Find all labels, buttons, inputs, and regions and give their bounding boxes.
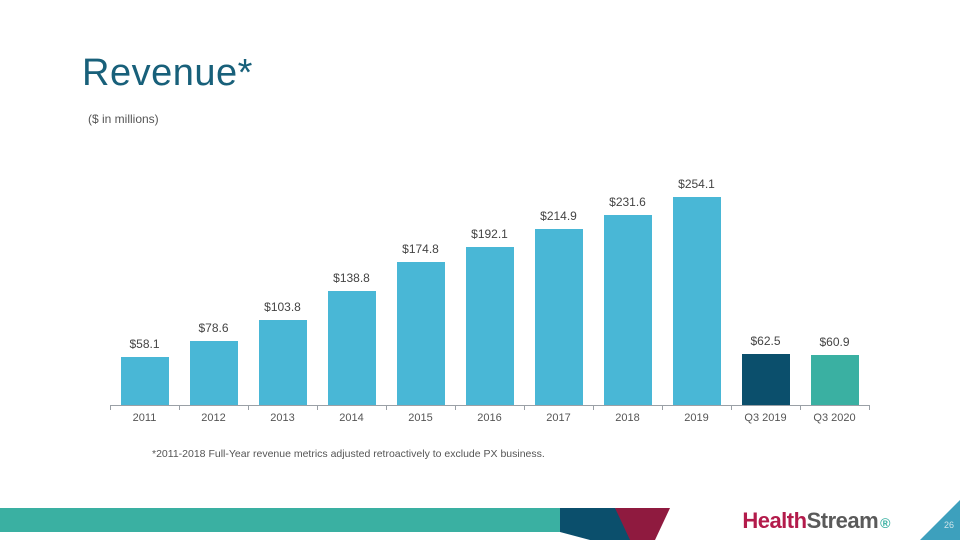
chart-title: Revenue* xyxy=(82,52,253,95)
bar-slot: $231.6 xyxy=(593,159,662,405)
x-category-label: 2011 xyxy=(133,412,157,424)
revenue-bar-chart: $58.1 $78.6 $103.8 $138.8 $174.8 $192.1 $214.9… xyxy=(110,160,870,430)
logo-registered: ® xyxy=(878,515,890,531)
x-category-label: 2015 xyxy=(408,412,432,424)
bar xyxy=(190,341,238,405)
bar-value-label: $58.1 xyxy=(129,337,159,351)
x-category-label: Q3 2019 xyxy=(744,412,786,424)
bar-value-label: $174.8 xyxy=(402,242,439,256)
bar-slot: $214.9 xyxy=(524,159,593,405)
bar-slot: $254.1 xyxy=(662,159,731,405)
bar-slot: $174.8 xyxy=(386,159,455,405)
page-number: 26 xyxy=(944,520,954,530)
bar-slot: $60.9 xyxy=(800,159,869,405)
bar-value-label: $231.6 xyxy=(609,195,646,209)
bar xyxy=(259,320,307,405)
bar-slot: $58.1 xyxy=(110,159,179,405)
chart-subtitle: ($ in millions) xyxy=(88,112,159,126)
bar-slot: $192.1 xyxy=(455,159,524,405)
chart-x-axis: 2011 2012 2013 2014 2015 2016 2017 2018 2019 Q3 2… xyxy=(110,406,870,430)
bar-slot: $138.8 xyxy=(317,159,386,405)
bar-slot: $78.6 xyxy=(179,159,248,405)
x-category-label: 2018 xyxy=(615,412,639,424)
bar xyxy=(811,355,859,405)
slide: Revenue* ($ in millions) $58.1 $78.6 $103.… xyxy=(0,0,960,540)
healthstream-logo: HealthStream® xyxy=(742,508,890,534)
chart-plot-area: $58.1 $78.6 $103.8 $138.8 $174.8 $192.1 $214.9… xyxy=(110,159,870,406)
bar xyxy=(673,197,721,405)
bar-value-label: $103.8 xyxy=(264,300,301,314)
footer-angle-decor xyxy=(560,500,700,540)
x-category-label: 2016 xyxy=(477,412,501,424)
bar-value-label: $138.8 xyxy=(333,271,370,285)
logo-part-1: Health xyxy=(742,508,806,533)
bar xyxy=(328,291,376,405)
slide-footer: HealthStream® 26 xyxy=(0,500,960,540)
bar xyxy=(397,262,445,405)
bar xyxy=(535,229,583,405)
x-category-label: 2019 xyxy=(684,412,708,424)
footer-accent-bar xyxy=(0,508,590,532)
x-category-label: 2013 xyxy=(270,412,294,424)
bar-value-label: $60.9 xyxy=(819,335,849,349)
bar-value-label: $214.9 xyxy=(540,209,577,223)
bar-value-label: $254.1 xyxy=(678,177,715,191)
bar-value-label: $78.6 xyxy=(198,321,228,335)
bar-slot: $103.8 xyxy=(248,159,317,405)
bar xyxy=(604,215,652,405)
bar-value-label: $62.5 xyxy=(750,334,780,348)
x-category-label: Q3 2020 xyxy=(813,412,855,424)
x-category-label: 2012 xyxy=(201,412,225,424)
chart-footnote: *2011-2018 Full-Year revenue metrics adj… xyxy=(152,448,545,460)
x-category-label: 2014 xyxy=(339,412,363,424)
logo-part-2: Stream xyxy=(807,508,879,533)
x-category-label: 2017 xyxy=(546,412,570,424)
bar-slot: $62.5 xyxy=(731,159,800,405)
bar xyxy=(742,354,790,405)
bar xyxy=(121,357,169,405)
bar-value-label: $192.1 xyxy=(471,227,508,241)
bar xyxy=(466,247,514,405)
